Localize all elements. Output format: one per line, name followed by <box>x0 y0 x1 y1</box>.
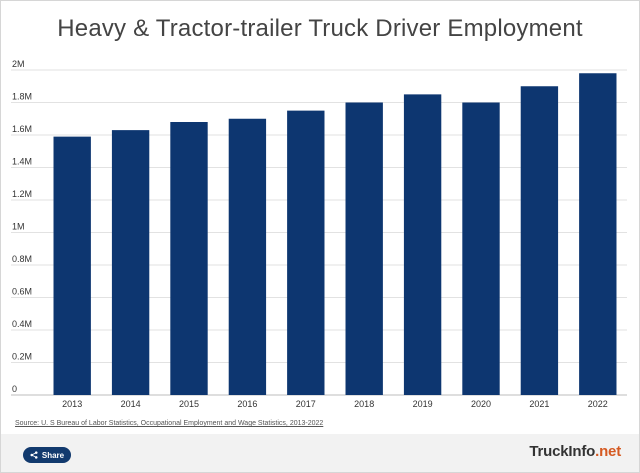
y-tick-label: 0.2M <box>12 352 32 362</box>
y-tick-label: 1.2M <box>12 189 32 199</box>
bar-2017[interactable] <box>287 110 325 395</box>
x-tick-label: 2021 <box>529 399 549 409</box>
footer-bar: Share TruckInfo.net <box>1 434 639 472</box>
y-tick-label: 2M <box>12 59 25 69</box>
share-label: Share <box>41 450 65 460</box>
share-icon <box>30 451 38 459</box>
bar-2016[interactable] <box>228 118 267 395</box>
bar-2019[interactable] <box>403 94 442 395</box>
x-tick-label: 2018 <box>354 399 374 409</box>
y-axis: 0 0.2M 0.4M 0.6M 0.8M 1M 1.2M 1.4M 1.6M 1.8M 2M <box>12 59 32 394</box>
chart-title: Heavy & Tractor-trailer Truck Driver Emp… <box>57 15 583 42</box>
x-tick-label: 2020 <box>471 399 491 409</box>
y-tick-label: 0 <box>12 384 17 394</box>
bar-2018[interactable] <box>345 102 383 396</box>
x-tick-label: 2015 <box>179 399 199 409</box>
bar-2020[interactable] <box>462 102 500 396</box>
bar-2015[interactable] <box>170 122 208 395</box>
bar-2014[interactable] <box>111 130 150 395</box>
x-tick-label: 2013 <box>62 399 82 409</box>
bar-chart: 0 0.2M 0.4M 0.6M 0.8M 1M 1.2M 1.4M 1.6M 1.8M 2M 20… <box>11 59 627 409</box>
brand-part2: .net <box>595 443 621 460</box>
y-tick-label: 1.8M <box>12 92 32 102</box>
x-axis: 2013 2014 2015 2016 2017 2018 2019 2020 2021 2022 <box>62 399 608 409</box>
y-tick-label: 1.4M <box>12 157 32 167</box>
y-tick-label: 0.4M <box>12 319 32 329</box>
bar-2013[interactable] <box>53 136 91 395</box>
x-tick-label: 2019 <box>413 399 433 409</box>
brand-part1: TruckInfo <box>529 443 596 460</box>
bar-2022[interactable] <box>579 73 617 395</box>
bar-2021[interactable] <box>520 86 559 395</box>
y-tick-label: 1.6M <box>12 124 32 134</box>
x-tick-label: 2022 <box>588 399 608 409</box>
x-tick-label: 2014 <box>121 399 141 409</box>
source-link[interactable]: Source: U. S Bureau of Labor Statistics,… <box>15 420 324 427</box>
y-tick-label: 1M <box>12 222 25 232</box>
bars <box>53 73 617 396</box>
x-tick-label: 2017 <box>296 399 316 409</box>
y-tick-label: 0.8M <box>12 254 32 264</box>
brand-logo[interactable]: TruckInfo.net <box>529 443 621 460</box>
x-tick-label: 2016 <box>237 399 257 409</box>
share-button[interactable]: Share <box>23 447 71 463</box>
y-tick-label: 0.6M <box>12 287 32 297</box>
